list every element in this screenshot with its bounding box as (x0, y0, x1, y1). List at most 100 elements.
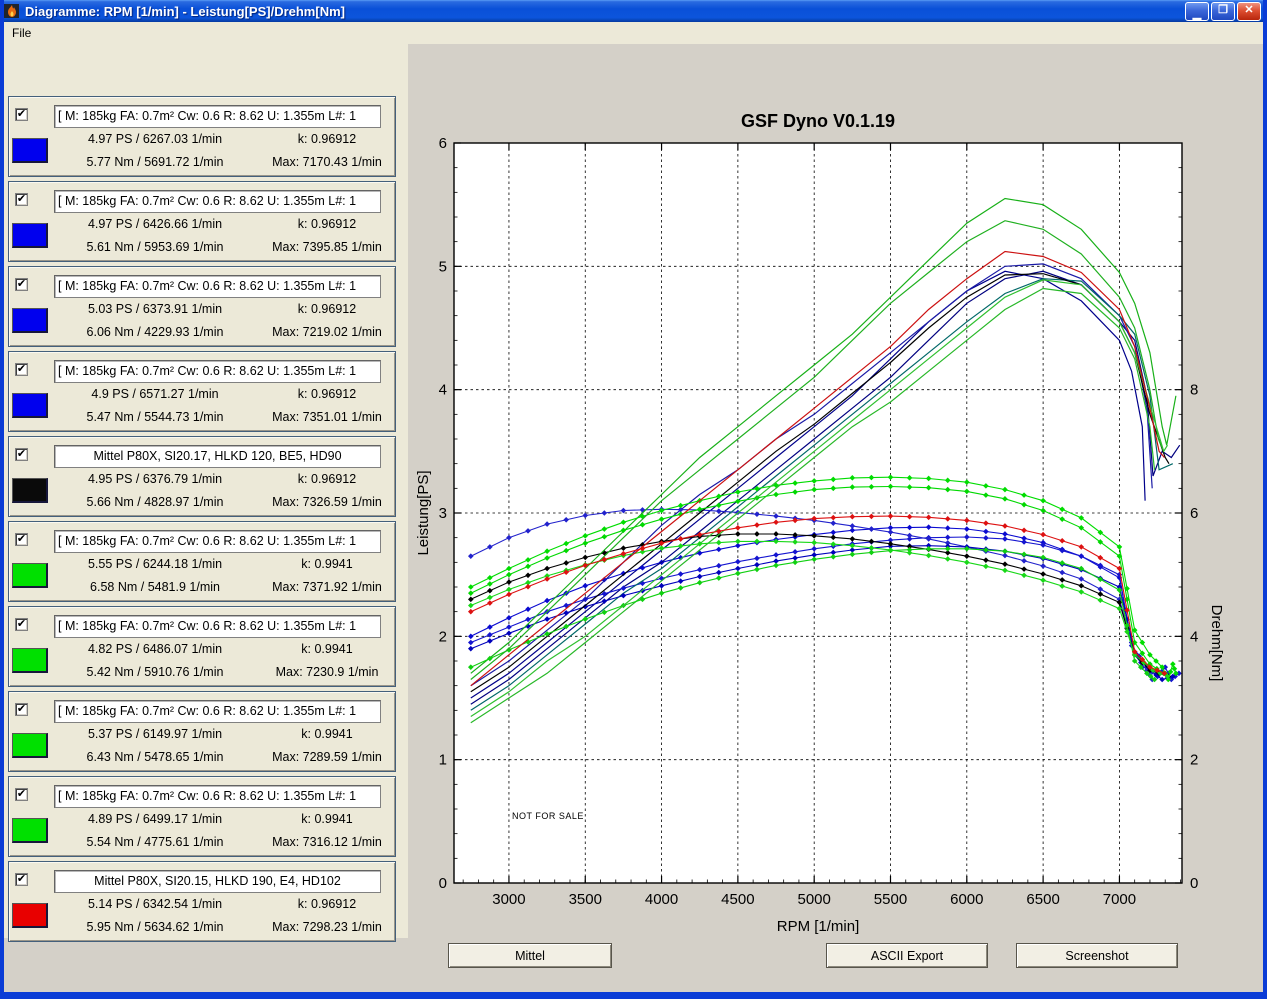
svg-text:4000: 4000 (645, 891, 678, 908)
dataset-checkbox[interactable]: ✔ (15, 533, 28, 546)
dataset-checkbox[interactable]: ✔ (15, 873, 28, 886)
svg-text:5000: 5000 (797, 891, 830, 908)
dataset-ps-value: 4.97 PS / 6426.66 1/min (49, 217, 261, 233)
dyno-chart: NOT FOR SALE3000350040004500500055006000… (412, 44, 1263, 936)
dataset-ps-value: 5.55 PS / 6244.18 1/min (49, 557, 261, 573)
dataset-nm-value: 5.42 Nm / 5910.76 1/min (49, 665, 261, 681)
dataset-header-field[interactable]: [ M: 185kg FA: 0.7m² Cw: 0.6 R: 8.62 U: … (54, 785, 381, 808)
dataset-panel: ✔ [ M: 185kg FA: 0.7m² Cw: 0.6 R: 8.62 U:… (8, 266, 396, 347)
dataset-nm-value: 5.77 Nm / 5691.72 1/min (49, 155, 261, 171)
svg-text:6500: 6500 (1026, 891, 1059, 908)
minimize-button[interactable]: ▁ (1185, 2, 1209, 21)
dataset-panel: ✔ [ M: 185kg FA: 0.7m² Cw: 0.6 R: 8.62 U:… (8, 776, 396, 857)
dataset-panel-column: ✔ [ M: 185kg FA: 0.7m² Cw: 0.6 R: 8.62 U:… (4, 44, 408, 938)
dataset-max-rpm-value: Max: 7298.23 1/min (261, 920, 393, 936)
dataset-k-value: k: 0.9941 (261, 642, 393, 658)
titlebar[interactable]: Diagramme: RPM [1/min] - Leistung[PS]/Dr… (0, 0, 1267, 22)
svg-text:6: 6 (1190, 505, 1198, 522)
svg-text:4: 4 (1190, 628, 1198, 645)
svg-text:0: 0 (439, 875, 447, 892)
dataset-nm-value: 5.47 Nm / 5544.73 1/min (49, 410, 261, 426)
app-icon (4, 3, 20, 19)
dataset-ps-value: 4.97 PS / 6267.03 1/min (49, 132, 261, 148)
dataset-color-swatch (12, 393, 48, 418)
dataset-ps-value: 5.37 PS / 6149.97 1/min (49, 727, 261, 743)
dataset-checkbox[interactable]: ✔ (15, 788, 28, 801)
dataset-color-swatch (12, 138, 48, 163)
app-window: Diagramme: RPM [1/min] - Leistung[PS]/Dr… (0, 0, 1267, 999)
screenshot-button[interactable]: Screenshot (1016, 943, 1178, 968)
svg-text:2: 2 (439, 628, 447, 645)
svg-text:2: 2 (1190, 752, 1198, 769)
svg-text:3500: 3500 (569, 891, 602, 908)
dataset-max-rpm-value: Max: 7371.92 1/min (261, 580, 393, 596)
dataset-ps-value: 4.9 PS / 6571.27 1/min (49, 387, 261, 403)
dataset-k-value: k: 0.9941 (261, 557, 393, 573)
ascii-export-button[interactable]: ASCII Export (826, 943, 988, 968)
dataset-header-field[interactable]: [ M: 185kg FA: 0.7m² Cw: 0.6 R: 8.62 U: … (54, 190, 381, 213)
dataset-checkbox[interactable]: ✔ (15, 108, 28, 121)
dataset-color-swatch (12, 563, 48, 588)
menu-file[interactable]: File (12, 26, 31, 40)
dataset-checkbox[interactable]: ✔ (15, 618, 28, 631)
dataset-header-field[interactable]: Mittel P80X, SI20.15, HLKD 190, E4, HD10… (54, 870, 381, 893)
dataset-panel: ✔ Mittel P80X, SI20.17, HLKD 120, BE5, HD… (8, 436, 396, 517)
dataset-k-value: k: 0.9941 (261, 727, 393, 743)
dataset-nm-value: 6.58 Nm / 5481.9 1/min (49, 580, 261, 596)
dataset-panel: ✔ [ M: 185kg FA: 0.7m² Cw: 0.6 R: 8.62 U:… (8, 351, 396, 432)
dataset-nm-value: 6.06 Nm / 4229.93 1/min (49, 325, 261, 341)
dataset-k-value: k: 0.9941 (261, 812, 393, 828)
svg-text:Drehm[Nm]: Drehm[Nm] (1208, 605, 1225, 682)
dataset-ps-value: 5.03 PS / 6373.91 1/min (49, 302, 261, 318)
svg-text:6: 6 (439, 135, 447, 152)
dataset-color-swatch (12, 818, 48, 843)
close-button[interactable]: ✕ (1237, 2, 1261, 21)
dataset-header-field[interactable]: Mittel P80X, SI20.17, HLKD 120, BE5, HD9… (54, 445, 381, 468)
dataset-nm-value: 6.43 Nm / 5478.65 1/min (49, 750, 261, 766)
dataset-ps-value: 4.82 PS / 6486.07 1/min (49, 642, 261, 658)
dataset-nm-value: 5.95 Nm / 5634.62 1/min (49, 920, 261, 936)
chart-figure: NOT FOR SALE3000350040004500500055006000… (412, 44, 1263, 992)
dataset-panel-list: ✔ [ M: 185kg FA: 0.7m² Cw: 0.6 R: 8.62 U:… (8, 96, 400, 946)
svg-text:3: 3 (439, 505, 447, 522)
window-content: ✔ [ M: 185kg FA: 0.7m² Cw: 0.6 R: 8.62 U:… (4, 44, 1263, 992)
dataset-header-field[interactable]: [ M: 185kg FA: 0.7m² Cw: 0.6 R: 8.62 U: … (54, 105, 381, 128)
maximize-button[interactable]: ❒ (1211, 2, 1235, 21)
dataset-k-value: k: 0.96912 (261, 302, 393, 318)
dataset-panel: ✔ [ M: 185kg FA: 0.7m² Cw: 0.6 R: 8.62 U:… (8, 181, 396, 262)
dataset-checkbox[interactable]: ✔ (15, 703, 28, 716)
dataset-header-field[interactable]: [ M: 185kg FA: 0.7m² Cw: 0.6 R: 8.62 U: … (54, 360, 381, 383)
dataset-color-swatch (12, 648, 48, 673)
svg-text:1: 1 (439, 752, 447, 769)
dataset-max-rpm-value: Max: 7289.59 1/min (261, 750, 393, 766)
dataset-checkbox[interactable]: ✔ (15, 363, 28, 376)
dataset-header-field[interactable]: [ M: 185kg FA: 0.7m² Cw: 0.6 R: 8.62 U: … (54, 530, 381, 553)
dataset-max-rpm-value: Max: 7395.85 1/min (261, 240, 393, 256)
dataset-header-field[interactable]: [ M: 185kg FA: 0.7m² Cw: 0.6 R: 8.62 U: … (54, 615, 381, 638)
dataset-checkbox[interactable]: ✔ (15, 448, 28, 461)
dataset-k-value: k: 0.96912 (261, 472, 393, 488)
dataset-max-rpm-value: Max: 7230.9 1/min (261, 665, 393, 681)
svg-text:4: 4 (439, 382, 447, 399)
dataset-header-field[interactable]: [ M: 185kg FA: 0.7m² Cw: 0.6 R: 8.62 U: … (54, 700, 381, 723)
dataset-color-swatch (12, 903, 48, 928)
dataset-checkbox[interactable]: ✔ (15, 193, 28, 206)
dataset-panel: ✔ [ M: 185kg FA: 0.7m² Cw: 0.6 R: 8.62 U:… (8, 521, 396, 602)
dataset-max-rpm-value: Max: 7326.59 1/min (261, 495, 393, 511)
window-title: Diagramme: RPM [1/min] - Leistung[PS]/Dr… (25, 4, 345, 19)
dataset-max-rpm-value: Max: 7351.01 1/min (261, 410, 393, 426)
dataset-color-swatch (12, 733, 48, 758)
svg-text:6000: 6000 (950, 891, 983, 908)
dataset-nm-value: 5.66 Nm / 4828.97 1/min (49, 495, 261, 511)
dataset-max-rpm-value: Max: 7170.43 1/min (261, 155, 393, 171)
svg-text:5: 5 (439, 258, 447, 275)
mittel-button[interactable]: Mittel (448, 943, 612, 968)
dataset-color-swatch (12, 478, 48, 503)
dataset-nm-value: 5.61 Nm / 5953.69 1/min (49, 240, 261, 256)
dataset-checkbox[interactable]: ✔ (15, 278, 28, 291)
dataset-max-rpm-value: Max: 7219.02 1/min (261, 325, 393, 341)
dataset-max-rpm-value: Max: 7316.12 1/min (261, 835, 393, 851)
svg-text:NOT FOR SALE: NOT FOR SALE (512, 811, 584, 821)
dataset-header-field[interactable]: [ M: 185kg FA: 0.7m² Cw: 0.6 R: 8.62 U: … (54, 275, 381, 298)
menu-bar: File (4, 22, 1263, 44)
